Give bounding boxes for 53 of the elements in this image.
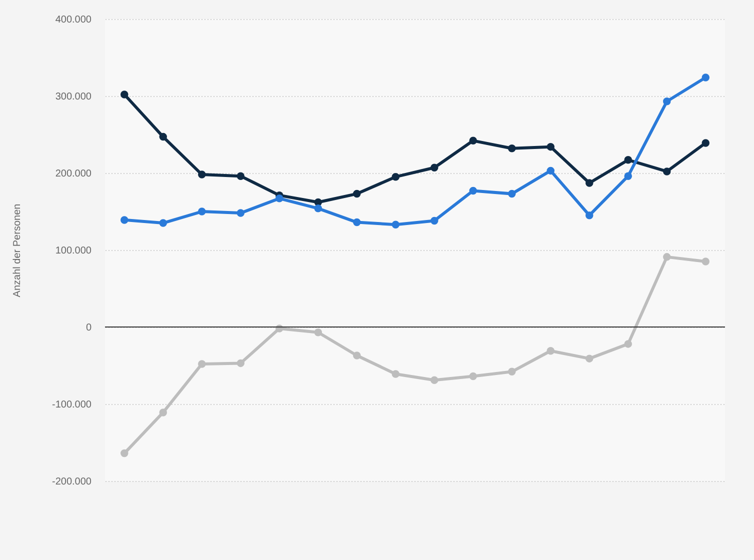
- point: [624, 156, 632, 164]
- point: [546, 347, 554, 355]
- point: [430, 216, 438, 225]
- point: [198, 208, 206, 216]
- point: [236, 172, 244, 180]
- point: [314, 204, 322, 212]
- point: [198, 170, 206, 178]
- point: [508, 144, 516, 152]
- point: [508, 368, 516, 376]
- point: [353, 190, 361, 198]
- point: [392, 172, 400, 181]
- point: [663, 253, 671, 261]
- point: [159, 408, 167, 416]
- point: [469, 372, 477, 380]
- point: [702, 74, 710, 82]
- point: [586, 211, 594, 220]
- point: [120, 216, 128, 224]
- y-tick-label: 400.000: [55, 14, 92, 26]
- point: [546, 142, 554, 151]
- point: [546, 166, 554, 175]
- point: [198, 360, 206, 368]
- point: [276, 194, 284, 202]
- point: [236, 209, 244, 217]
- point: [353, 352, 361, 360]
- point: [702, 258, 710, 266]
- point: [120, 449, 128, 458]
- point: [663, 168, 671, 176]
- point: [314, 328, 322, 336]
- point: [469, 186, 477, 195]
- point: [236, 359, 244, 368]
- point: [353, 218, 361, 226]
- point: [392, 220, 400, 228]
- point: [159, 132, 167, 141]
- y-axis-title: Anzahl der Personen: [12, 204, 24, 298]
- point: [586, 179, 594, 187]
- y-tick-label: 200.000: [55, 168, 92, 180]
- y-tick-label: -200.000: [52, 476, 92, 488]
- point: [624, 340, 632, 348]
- point: [430, 164, 438, 172]
- point: [430, 376, 438, 384]
- y-tick-label: 0: [86, 322, 92, 334]
- y-tick-label: 300.000: [55, 92, 92, 102]
- point: [159, 219, 167, 227]
- point: [624, 172, 632, 180]
- point: [702, 139, 710, 147]
- y-tick-label: -100.000: [52, 400, 92, 410]
- point: [120, 90, 128, 98]
- y-tick-label: 100.000: [55, 246, 92, 256]
- point: [586, 354, 594, 362]
- point: [663, 98, 671, 106]
- point: [508, 190, 516, 198]
- point: [469, 136, 477, 145]
- point: [392, 370, 400, 378]
